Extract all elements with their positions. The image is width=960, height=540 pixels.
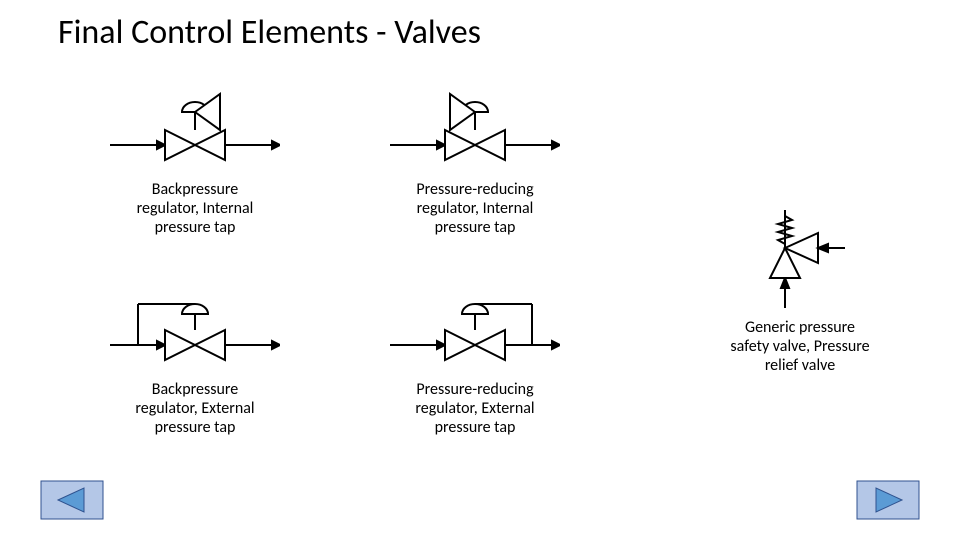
caption-safety-relief: Generic pressure safety valve, Pressure … — [710, 318, 890, 376]
caption-backpressure-internal: Backpressure regulator, Internal pressur… — [115, 180, 275, 238]
symbol-pressure-reducing-internal — [390, 90, 560, 170]
caption-pressure-reducing-external: Pressure-reducing regulator, External pr… — [395, 380, 555, 438]
symbol-backpressure-internal — [110, 90, 280, 170]
symbol-pressure-reducing-external — [390, 290, 560, 370]
prev-button[interactable] — [40, 480, 104, 520]
caption-pressure-reducing-internal: Pressure-reducing regulator, Internal pr… — [395, 180, 555, 238]
next-button[interactable] — [856, 480, 920, 520]
page-title: Final Control Elements - Valves — [58, 12, 481, 53]
symbol-safety-relief — [740, 200, 860, 310]
caption-backpressure-external: Backpressure regulator, External pressur… — [115, 380, 275, 438]
symbol-backpressure-external — [110, 290, 280, 370]
